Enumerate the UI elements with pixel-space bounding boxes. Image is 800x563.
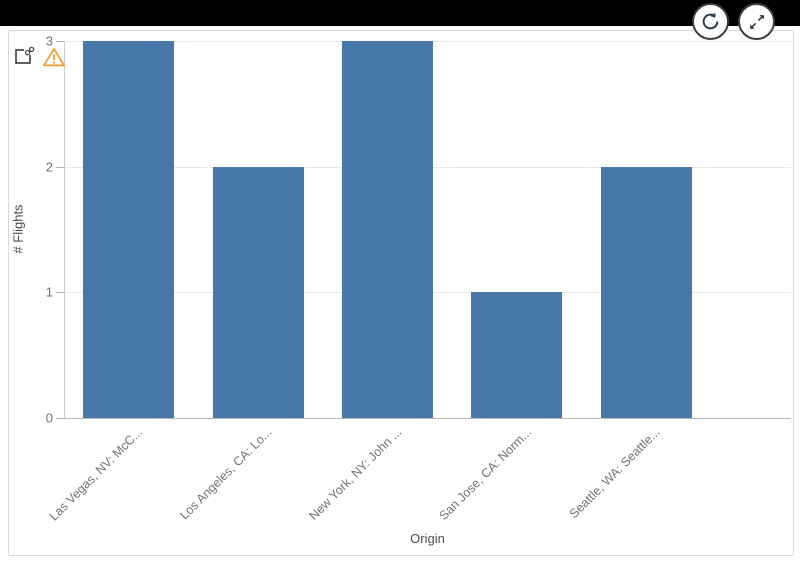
x-category-label[interactable]: Seattle, WA: Seattle... bbox=[567, 425, 664, 522]
y-axis-line bbox=[64, 41, 65, 418]
x-category-label[interactable]: Las Vegas, NV: McC... bbox=[47, 425, 146, 524]
chart-container: 0 1 2 3 Las Vegas, NV: McC... Los Angeles, CA… bbox=[8, 30, 794, 556]
y-tick-label: 0 bbox=[45, 410, 53, 426]
x-category-label[interactable]: New York, NY: John ... bbox=[306, 425, 405, 523]
warning-icon[interactable] bbox=[42, 47, 66, 67]
expand-icon bbox=[747, 12, 767, 32]
bar[interactable] bbox=[83, 41, 175, 418]
bar[interactable] bbox=[342, 41, 433, 418]
bar[interactable] bbox=[600, 166, 692, 418]
bar[interactable] bbox=[212, 166, 304, 418]
y-axis-title: # Flights bbox=[10, 204, 26, 254]
x-category-label[interactable]: Los Angeles, CA: Lo... bbox=[177, 425, 275, 523]
y-tick-mark bbox=[56, 292, 64, 294]
y-tick-mark bbox=[56, 41, 64, 42]
y-tick-mark bbox=[56, 166, 64, 168]
y-tick-label: 2 bbox=[45, 159, 53, 175]
refresh-button[interactable] bbox=[692, 3, 729, 40]
x-category-label[interactable]: San Jose, CA: Norm... bbox=[435, 425, 534, 523]
chart-indicator-icons bbox=[13, 47, 66, 67]
x-axis-baseline bbox=[64, 418, 791, 419]
refresh-icon bbox=[700, 11, 721, 32]
expand-button[interactable] bbox=[738, 3, 775, 40]
y-tick-label: 1 bbox=[45, 284, 53, 300]
y-tick-mark bbox=[56, 418, 64, 419]
y-tick-label: 3 bbox=[45, 33, 53, 49]
bar[interactable] bbox=[471, 292, 563, 418]
linked-object-icon bbox=[13, 47, 35, 65]
x-axis-title: Origin bbox=[410, 531, 445, 546]
top-black-bar bbox=[0, 0, 800, 26]
